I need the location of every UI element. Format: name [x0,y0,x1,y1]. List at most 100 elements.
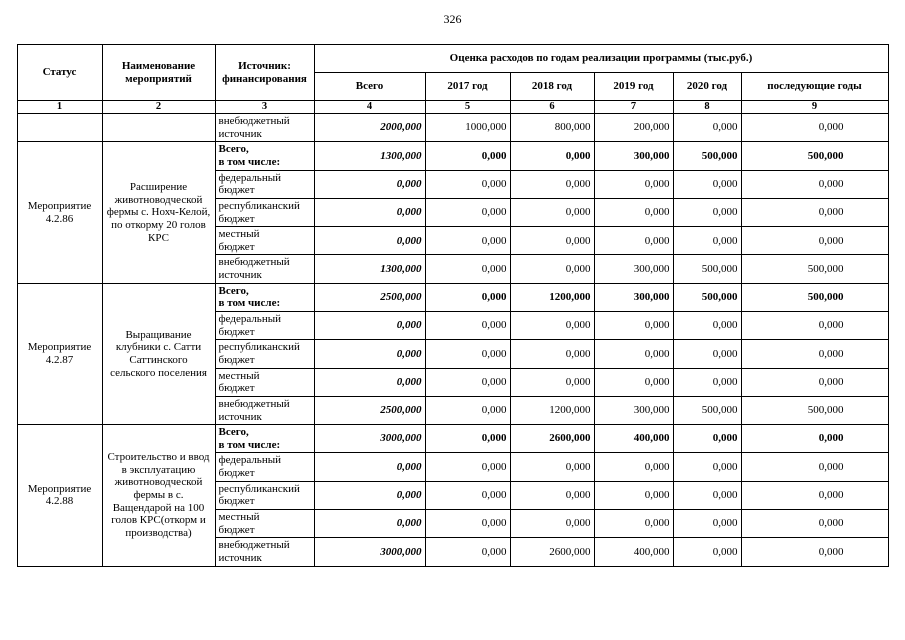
value-cell: 0,000 [740,226,889,256]
col-number-4: 4 [313,99,426,115]
value-cell: 0,000 [740,113,889,143]
col-number-8: 8 [672,99,742,115]
value-cell: 0,000 [672,339,742,369]
status-cell: Мероприятие 4.2.86 [16,141,103,284]
source-cell: федеральный бюджет [214,311,315,341]
value-cell: 0,000 [740,480,889,511]
table-row: внебюджетный источник 1300,000 0,000 0,000 3… [17,254,889,284]
value-cell: 0,000 [672,480,742,511]
table-row: республиканский бюджет 0,000 0,000 0,000 0,0… [17,197,889,228]
value-total-cell: 3000,000 [313,424,426,454]
value-cell: 0,000 [593,508,674,539]
value-total-cell: 0,000 [313,311,426,341]
value-cell: 300,000 [593,395,674,426]
col-number-5: 5 [424,99,511,115]
value-cell: 0,000 [509,339,595,369]
value-total-cell: 0,000 [313,226,426,256]
value-cell: 300,000 [593,141,674,171]
name-cell [101,113,216,143]
value-cell: 0,000 [740,508,889,539]
value-total-cell: 2500,000 [313,282,426,313]
value-cell: 0,000 [424,395,511,426]
value-cell: 500,000 [672,141,742,171]
status-cell: Мероприятие 4.2.88 [16,424,103,567]
value-cell: 1200,000 [509,395,595,426]
value-cell: 0,000 [593,480,674,511]
value-cell: 0,000 [593,452,674,482]
value-cell: 0,000 [672,367,742,397]
value-cell: 0,000 [672,197,742,228]
value-cell: 300,000 [593,254,674,284]
value-cell: 500,000 [740,282,889,313]
col-number-2: 2 [101,99,216,115]
value-cell: 300,000 [593,282,674,313]
value-cell: 0,000 [672,169,742,199]
value-cell: 0,000 [740,537,889,567]
value-cell: 0,000 [509,254,595,284]
source-cell: внебюджетный источник [214,254,315,284]
value-total-cell: 3000,000 [313,537,426,567]
table-row: республиканский бюджет 0,000 0,000 0,000 0,0… [17,480,889,511]
value-cell: 1000,000 [424,113,511,143]
value-cell: 0,000 [740,169,889,199]
value-cell: 2600,000 [509,537,595,567]
value-cell: 0,000 [509,311,595,341]
col-header-costs-title: Оценка расходов по годам реализации прог… [313,44,889,73]
value-cell: 500,000 [672,254,742,284]
value-cell: 0,000 [424,311,511,341]
value-cell: 800,000 [509,113,595,143]
name-cell: Расширение животноводческой фермы с. Нох… [101,141,216,284]
value-cell: 0,000 [424,339,511,369]
table-row: внебюджетный источник 2500,000 0,000 1200,0… [17,395,889,426]
value-cell: 500,000 [672,282,742,313]
value-cell: 500,000 [740,141,889,171]
value-total-cell: 2000,000 [313,113,426,143]
value-cell: 0,000 [593,311,674,341]
col-number-1: 1 [16,99,103,115]
table-row: внебюджетный источник 2000,000 1000,000 800… [16,113,889,143]
source-cell: внебюджетный источник [214,113,315,143]
value-cell: 0,000 [672,113,742,143]
name-cell: Строительство и ввод в эксплуатацию живо… [101,424,216,567]
value-cell: 0,000 [424,508,511,539]
value-total-cell: 0,000 [313,339,426,369]
value-cell: 0,000 [424,537,511,567]
budget-table: Статус Наименование мероприятий Источник… [16,44,889,567]
table-row: местный бюджет 0,000 0,000 0,000 0,000 0,000 0… [17,508,889,539]
value-cell: 0,000 [740,424,889,454]
value-cell: 0,000 [593,197,674,228]
value-cell: 0,000 [424,169,511,199]
table-row: Мероприятие 4.2.86 Расширение животноводч… [16,141,889,284]
value-cell: 0,000 [509,508,595,539]
value-cell: 0,000 [672,508,742,539]
value-cell: 500,000 [740,254,889,284]
value-cell: 0,000 [509,367,595,397]
col-header-source: Источник: финансирования [214,44,315,101]
name-cell: Выращивание клубники с. Сатти Саттинског… [101,282,216,426]
source-cell: местный бюджет [214,508,315,539]
value-cell: 0,000 [509,141,595,171]
value-cell: 0,000 [509,480,595,511]
table-row: местный бюджет 0,000 0,000 0,000 0,000 0,000 0… [17,367,889,397]
table-row: Мероприятие 4.2.88 Строительство и ввод в… [16,424,889,567]
value-total-cell: 0,000 [313,169,426,199]
page-number: 326 [443,12,462,26]
value-total-cell: 2500,000 [313,395,426,426]
value-cell: 0,000 [509,226,595,256]
value-total-cell: 0,000 [313,480,426,511]
source-cell: республиканский бюджет [214,339,315,369]
col-header-subsequent-years: последующие годы [740,72,889,101]
value-total-cell: 0,000 [313,508,426,539]
value-cell: 0,000 [672,311,742,341]
value-cell: 0,000 [672,452,742,482]
value-cell: 0,000 [740,197,889,228]
source-cell: республиканский бюджет [214,480,315,511]
source-cell: республиканский бюджет [214,197,315,228]
value-cell: 0,000 [672,537,742,567]
col-number-7: 7 [593,99,674,115]
col-number-6: 6 [509,99,595,115]
value-cell: 0,000 [740,311,889,341]
value-cell: 500,000 [672,395,742,426]
source-cell: федеральный бюджет [214,452,315,482]
value-cell: 0,000 [509,452,595,482]
